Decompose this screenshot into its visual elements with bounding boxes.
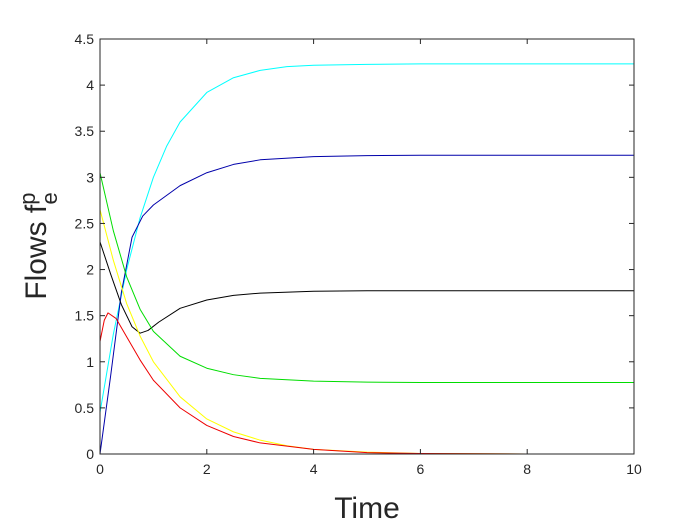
series-line-6: [99, 312, 634, 455]
y-tick-label: 0: [86, 446, 94, 462]
series-line-2: [99, 154, 634, 455]
series-line-3: [99, 241, 634, 334]
y-tick-label: 4.5: [75, 31, 95, 47]
x-tick-label: 4: [310, 461, 318, 477]
y-tick-label: 2: [86, 262, 94, 278]
x-tick-label: 10: [626, 461, 642, 477]
y-tick-label: 1.5: [75, 308, 95, 324]
y-axis-title-subscript: e: [37, 192, 62, 204]
y-axis-title-superscript: p: [15, 192, 40, 204]
series-line-4: [99, 172, 634, 384]
x-tick-label: 6: [417, 461, 425, 477]
y-axis: 0 0.5 1 1.5 2 2.5 3 3.5 4 4.5: [75, 31, 634, 462]
y-tick-label: 0.5: [75, 400, 95, 416]
plot-background: [100, 39, 634, 454]
series-line-1: [99, 63, 634, 413]
y-tick-label: 3.5: [75, 123, 95, 139]
x-axis-title: Time: [334, 492, 400, 525]
x-tick-label: 0: [96, 461, 104, 477]
y-tick-label: 3: [86, 169, 94, 185]
y-axis-title: Flows fpe: [15, 192, 62, 300]
plot-frame: [99, 38, 635, 455]
x-tick-label: 2: [203, 461, 211, 477]
x-tick-label: 8: [523, 461, 531, 477]
y-tick-label: 2.5: [75, 215, 95, 231]
y-tick-label: 1: [86, 354, 94, 370]
x-axis: 0 2 4 6 8 10: [96, 39, 642, 477]
y-axis-title-base: Flows f: [20, 204, 53, 300]
series-layer: [99, 63, 634, 455]
y-tick-label: 4: [86, 77, 94, 93]
